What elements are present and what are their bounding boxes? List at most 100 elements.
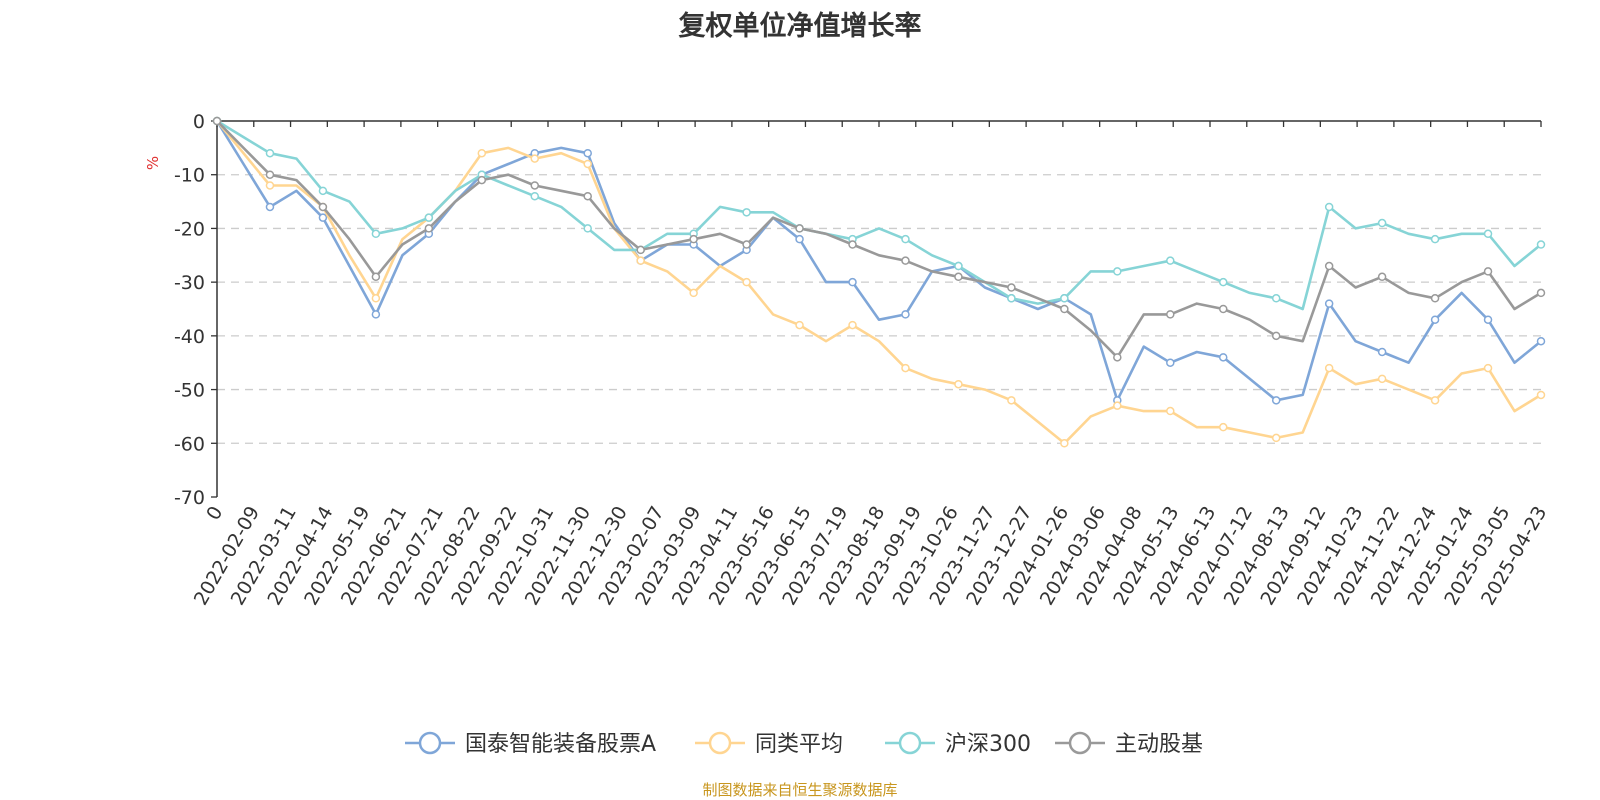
data-point bbox=[265, 181, 275, 190]
data-point bbox=[848, 240, 857, 249]
data-point bbox=[901, 310, 910, 319]
data-point bbox=[1218, 422, 1228, 432]
data-point bbox=[689, 234, 698, 244]
data-point bbox=[795, 234, 804, 244]
series-lines bbox=[212, 116, 1546, 448]
data-point bbox=[265, 148, 275, 158]
data-point bbox=[1483, 315, 1493, 324]
data-point bbox=[265, 170, 275, 179]
data-point bbox=[371, 229, 381, 239]
grid-lines bbox=[217, 174, 1541, 444]
data-point bbox=[265, 202, 275, 212]
data-point bbox=[1271, 331, 1281, 341]
legend-item[interactable]: 同类平均 bbox=[695, 731, 843, 757]
data-point bbox=[1113, 267, 1122, 276]
data-point bbox=[1060, 294, 1069, 303]
data-point bbox=[1166, 310, 1175, 319]
data-point bbox=[1324, 202, 1334, 212]
data-point bbox=[636, 256, 645, 265]
data-point bbox=[636, 245, 645, 255]
data-point bbox=[1377, 347, 1387, 357]
y-axis-unit: % bbox=[144, 156, 162, 170]
legend: 国泰智能装备股票A 同类平均 沪深300 主动股基 bbox=[405, 731, 1203, 757]
data-point bbox=[477, 175, 487, 185]
data-point bbox=[954, 272, 963, 282]
legend-label: 主动股基 bbox=[1115, 732, 1203, 757]
data-point bbox=[583, 191, 592, 201]
y-tick-label: -50 bbox=[174, 380, 205, 402]
data-point bbox=[424, 213, 434, 222]
data-point bbox=[742, 208, 751, 217]
data-point bbox=[795, 224, 804, 233]
data-point bbox=[1060, 304, 1069, 314]
data-point bbox=[1377, 374, 1387, 384]
data-point bbox=[1430, 234, 1440, 244]
data-point bbox=[1271, 294, 1281, 303]
data-point bbox=[689, 288, 698, 298]
y-tick-label: -10 bbox=[174, 165, 205, 187]
data-point bbox=[742, 277, 751, 287]
data-point bbox=[477, 148, 487, 158]
data-point bbox=[901, 363, 910, 373]
data-point bbox=[583, 224, 592, 233]
data-point bbox=[1536, 336, 1546, 346]
legend-item[interactable]: 国泰智能装备股票A bbox=[405, 731, 656, 757]
data-point bbox=[1271, 433, 1281, 443]
legend-label: 沪深300 bbox=[945, 732, 1031, 757]
data-point bbox=[318, 213, 328, 222]
y-tick-label: -70 bbox=[174, 487, 205, 509]
data-point bbox=[954, 261, 963, 271]
data-point bbox=[1483, 267, 1493, 276]
y-axis: 0 -10 -20 -30 -40 -50 -60 -70% bbox=[144, 111, 218, 509]
legend-item[interactable]: 主动股基 bbox=[1055, 731, 1203, 757]
data-point bbox=[1377, 218, 1387, 228]
data-point bbox=[583, 148, 592, 158]
data-point bbox=[1007, 294, 1016, 303]
legend-circle-icon bbox=[1068, 731, 1092, 755]
data-point bbox=[1060, 439, 1069, 448]
data-point bbox=[1536, 390, 1546, 400]
data-point bbox=[1218, 353, 1228, 362]
data-point bbox=[212, 116, 222, 126]
x-axis: 02022-02-092022-03-112022-04-142022-05-1… bbox=[190, 120, 1551, 609]
data-point bbox=[1430, 294, 1440, 303]
data-point bbox=[530, 181, 540, 190]
data-point bbox=[371, 294, 381, 303]
data-point bbox=[371, 272, 381, 282]
data-point bbox=[848, 320, 857, 330]
data-point bbox=[901, 256, 910, 265]
legend-circle-icon bbox=[418, 731, 442, 755]
x-tick-label: 0 bbox=[202, 503, 227, 524]
data-point bbox=[1483, 229, 1493, 239]
data-point bbox=[742, 240, 751, 249]
data-point bbox=[1430, 315, 1440, 324]
data-point bbox=[530, 191, 540, 201]
legend-label: 同类平均 bbox=[755, 732, 843, 757]
data-point bbox=[1166, 256, 1175, 265]
y-tick-label: -30 bbox=[174, 272, 205, 294]
legend-circle-icon bbox=[708, 731, 732, 755]
series-line-2 bbox=[216, 119, 1542, 311]
data-point bbox=[1007, 283, 1016, 292]
legend-label: 国泰智能装备股票A bbox=[465, 732, 656, 757]
y-tick-label: -60 bbox=[174, 433, 205, 455]
data-point bbox=[1166, 406, 1175, 416]
data-point bbox=[954, 379, 963, 389]
data-source-note: 制图数据来自恒生聚源数据库 bbox=[702, 781, 898, 799]
data-point bbox=[318, 186, 328, 196]
series-line-0 bbox=[215, 120, 1542, 402]
y-tick-label: -40 bbox=[174, 326, 205, 348]
data-point bbox=[795, 320, 804, 330]
data-point bbox=[424, 224, 434, 233]
legend-item[interactable]: 沪深300 bbox=[885, 731, 1031, 757]
series-line-3 bbox=[216, 120, 1542, 359]
data-point bbox=[1324, 299, 1334, 308]
data-point bbox=[1113, 353, 1122, 362]
data-point bbox=[1536, 288, 1546, 298]
legend-circle-icon bbox=[898, 731, 922, 755]
data-point bbox=[1113, 401, 1122, 410]
data-point bbox=[1430, 396, 1440, 405]
data-point bbox=[1007, 396, 1016, 405]
data-point bbox=[1536, 240, 1546, 249]
